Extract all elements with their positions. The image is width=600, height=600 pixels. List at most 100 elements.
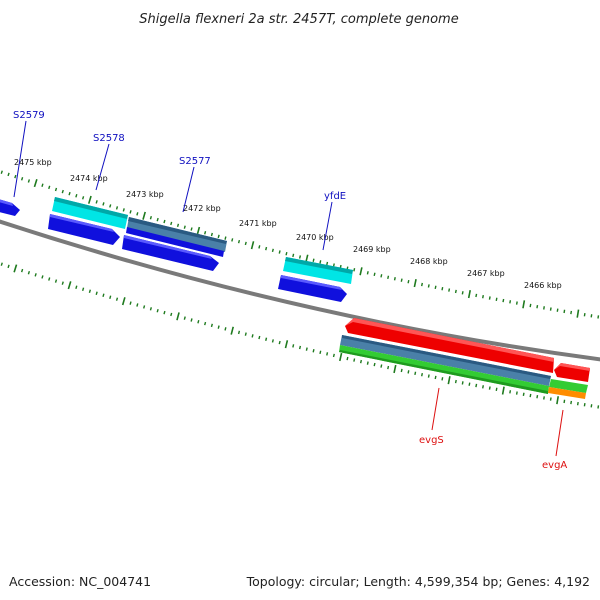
reverse-features	[339, 318, 590, 399]
minor-tick	[190, 318, 193, 322]
minor-tick	[529, 303, 532, 308]
minor-tick	[149, 307, 152, 311]
minor-tick	[563, 399, 566, 404]
minor-tick	[20, 268, 24, 273]
minor-tick	[129, 301, 132, 305]
gene-bar-shade	[339, 350, 548, 394]
minor-tick	[163, 310, 166, 315]
minor-tick	[461, 381, 464, 385]
gene-label-S2577: S2577	[179, 156, 211, 167]
minor-tick	[197, 320, 200, 324]
ruler-label: 2467 kbp	[467, 269, 505, 278]
minor-tick	[27, 270, 31, 275]
gene-label-evgS: evgS	[419, 435, 444, 446]
minor-tick	[366, 271, 369, 275]
cds-arrow	[126, 227, 224, 257]
gene-bar	[548, 387, 586, 399]
minor-tick	[515, 301, 518, 305]
accession-text: Accession: NC_004741	[9, 574, 151, 589]
minor-tick	[54, 187, 58, 192]
minor-tick	[149, 215, 153, 220]
minor-tick	[217, 234, 220, 239]
minor-tick	[353, 268, 356, 272]
major-tick	[413, 279, 417, 288]
major-tick	[121, 297, 126, 306]
minor-tick	[102, 202, 105, 206]
pointer-line	[555, 409, 564, 457]
minor-tick	[509, 390, 512, 394]
minor-tick	[536, 395, 539, 399]
minor-tick	[373, 362, 376, 367]
minor-tick	[468, 382, 471, 386]
minor-tick	[136, 303, 139, 307]
minor-tick	[48, 277, 51, 281]
label-pointers	[13, 120, 564, 457]
minor-tick	[244, 332, 247, 336]
minor-tick	[61, 281, 64, 285]
minor-tick	[102, 293, 105, 297]
minor-tick	[380, 274, 383, 278]
ruler-label: 2471 kbp	[239, 219, 277, 228]
minor-tick	[41, 183, 44, 187]
minor-tick	[454, 289, 457, 294]
minor-tick	[590, 314, 593, 318]
minor-tick	[7, 172, 10, 177]
minor-tick	[7, 264, 10, 269]
major-tick	[447, 376, 451, 385]
gene-bar-shade	[285, 257, 353, 274]
minor-tick	[298, 255, 302, 259]
cds-arrow-highlight	[345, 318, 554, 362]
cds-arrow-highlight	[0, 199, 13, 206]
major-tick	[176, 312, 180, 321]
pointer-line	[182, 166, 195, 213]
minor-tick	[27, 179, 31, 183]
minor-tick	[434, 375, 437, 380]
minor-tick	[482, 295, 484, 299]
minor-tick	[420, 372, 424, 377]
minor-tick	[427, 284, 430, 288]
minor-tick	[20, 177, 24, 181]
minor-tick	[224, 236, 227, 240]
minor-tick	[549, 397, 552, 401]
minor-tick	[529, 393, 532, 398]
minor-tick	[298, 345, 302, 350]
minor-tick	[210, 232, 213, 237]
minor-tick	[353, 358, 356, 362]
genome-backbone	[0, 219, 600, 362]
minor-tick	[115, 206, 119, 210]
minor-tick	[271, 339, 274, 343]
minor-tick	[271, 248, 274, 253]
minor-tick	[590, 404, 593, 408]
major-tick	[556, 396, 560, 405]
minor-tick	[515, 391, 518, 395]
minor-tick	[441, 286, 444, 291]
minor-tick	[475, 383, 478, 388]
minor-tick	[258, 335, 261, 340]
minor-tick	[176, 223, 180, 228]
major-tick	[250, 241, 255, 250]
cds-arrow	[345, 318, 554, 373]
minor-tick	[204, 321, 207, 326]
minor-tick	[400, 368, 403, 373]
major-tick	[467, 290, 471, 299]
inner-tick-row	[0, 262, 600, 409]
minor-tick	[563, 309, 566, 314]
map-title: Shigella flexneri 2a str. 2457T, complet…	[139, 12, 458, 27]
minor-tick	[156, 217, 159, 222]
minor-tick	[292, 344, 295, 348]
cds-arrow-highlight	[281, 275, 342, 290]
minor-tick	[495, 297, 498, 301]
minor-tick	[359, 359, 363, 364]
minor-tick	[95, 200, 98, 204]
gene-bar-shade	[128, 217, 227, 244]
minor-tick	[34, 273, 37, 277]
gene-label-S2579: S2579	[13, 110, 45, 121]
minor-tick	[129, 210, 132, 214]
gene-bar-shade	[342, 335, 551, 379]
gene-label-yfdE: yfdE	[324, 191, 346, 202]
minor-tick	[332, 353, 335, 358]
ruler-label: 2469 kbp	[353, 245, 391, 254]
minor-tick	[332, 263, 335, 267]
minor-tick	[549, 307, 552, 311]
